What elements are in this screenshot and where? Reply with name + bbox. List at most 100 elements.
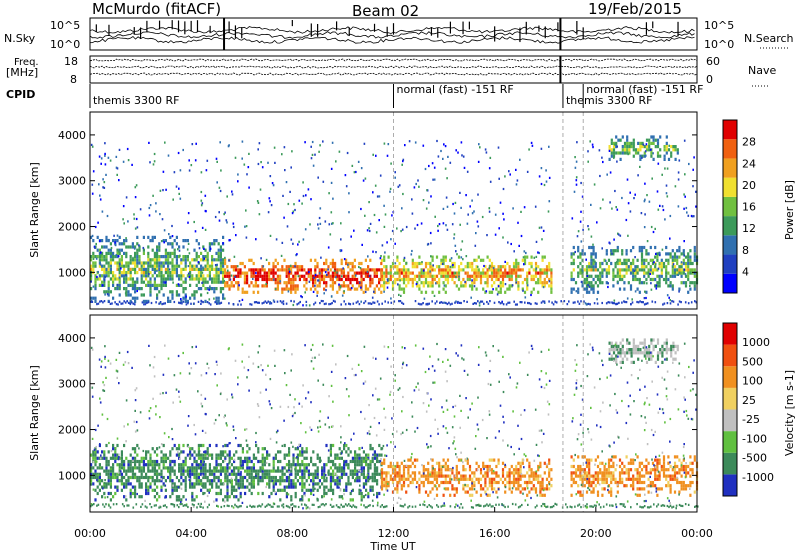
heatmap-cell (120, 482, 123, 486)
heatmap-speck (127, 220, 129, 223)
heatmap-cell (521, 487, 524, 491)
heatmap-cell (643, 265, 646, 269)
heatmap-speck (187, 265, 190, 268)
heatmap-cell (512, 471, 516, 475)
heatmap-cell (660, 268, 663, 272)
heatmap-cell (607, 468, 611, 472)
heatmap-speck (298, 240, 300, 243)
heatmap-cell (142, 469, 145, 473)
heatmap-cell (134, 296, 137, 300)
heatmap-cell (171, 469, 174, 473)
heatmap-cell (153, 277, 156, 281)
heatmap-cell (656, 461, 659, 465)
heatmap-cell (202, 459, 205, 464)
heatmap-cell (550, 284, 553, 288)
heatmap-speck (219, 141, 221, 144)
heatmap-speck (652, 152, 654, 155)
heatmap-cell (488, 290, 491, 294)
heatmap-cell (303, 277, 306, 282)
heatmap-cell (169, 466, 172, 470)
heatmap-speck (179, 197, 182, 200)
heatmap-cell (627, 281, 630, 285)
heatmap-cell (189, 485, 192, 489)
heatmap-cell (512, 268, 516, 272)
heatmap-cell (383, 477, 386, 481)
heatmap-speck (485, 290, 488, 293)
heatmap-cell (314, 271, 317, 275)
heatmap-speck (520, 210, 522, 213)
heatmap-cell (663, 145, 666, 149)
heatmap-cell (173, 251, 176, 255)
heatmap-cell (94, 296, 97, 300)
heatmap-cell (640, 487, 644, 491)
heatmap-speck (683, 139, 686, 142)
heatmap-cell (241, 261, 244, 266)
heatmap-speck (492, 288, 494, 291)
heatmap-speck (367, 255, 369, 258)
heatmap-cell (261, 268, 264, 272)
heatmap-speck (94, 246, 96, 249)
heatmap-speck (241, 140, 244, 143)
heatmap-cell (389, 461, 392, 465)
heatmap-cell (475, 461, 478, 465)
heatmap-cell (484, 274, 487, 278)
heatmap-cell (442, 255, 445, 259)
heatmap-cell (431, 458, 434, 462)
heatmap-cell (336, 479, 339, 483)
heatmap-cell (579, 261, 582, 266)
heatmap-speck (131, 163, 133, 166)
heatmap-cell (592, 477, 595, 481)
heatmap-cell (508, 468, 511, 472)
heatmap-cell (329, 274, 332, 278)
heatmap-cell (120, 466, 123, 470)
heatmap-cell (550, 477, 553, 481)
heatmap-cell (488, 268, 491, 272)
heatmap-speck (443, 143, 445, 146)
heatmap-cell (440, 464, 443, 469)
heatmap-cell (184, 261, 187, 265)
heatmap-cell (667, 461, 670, 465)
heatmap-cell (526, 458, 529, 462)
heatmap-cell (140, 293, 143, 297)
heatmap-speck (669, 237, 671, 240)
heatmap-cell (123, 485, 126, 489)
heatmap-speck (297, 302, 300, 305)
heatmap-cell (118, 456, 121, 460)
heatmap-cell (184, 280, 187, 284)
heatmap-cell (608, 148, 611, 152)
heatmap-cell (250, 482, 253, 486)
heatmap-cell (193, 450, 196, 454)
heatmap-cell (347, 475, 350, 480)
heatmap-cell (235, 479, 238, 483)
heatmap-cell (244, 459, 247, 464)
heatmap-cell (479, 471, 483, 475)
heatmap-cell (98, 258, 101, 262)
heatmap-cell (541, 268, 544, 272)
heatmap-cell (246, 271, 249, 275)
heatmap-cell (118, 293, 121, 297)
heatmap-cell (208, 482, 211, 486)
heatmap-speck (401, 228, 404, 231)
heatmap-cell (288, 475, 291, 480)
heatmap-cell (367, 453, 370, 457)
colorbar-swatch (723, 254, 737, 274)
heatmap-cell (656, 487, 659, 491)
heatmap-cell (224, 443, 227, 448)
heatmap-cell (178, 495, 181, 499)
heatmap-cell (103, 271, 106, 275)
heatmap-cell (689, 484, 692, 488)
heatmap-cell (250, 491, 253, 496)
heatmap-cell (610, 493, 613, 497)
heatmap-cell (504, 464, 507, 469)
heatmap-cell (175, 475, 178, 480)
heatmap-speck (575, 160, 578, 163)
heatmap-cell (501, 281, 505, 285)
heatmap-cell (131, 491, 134, 496)
heatmap-cell (123, 251, 126, 255)
heatmap-cell (684, 261, 688, 266)
heatmap-speck (691, 215, 694, 218)
heatmap-cell (347, 447, 350, 451)
heatmap-cell (446, 281, 450, 285)
heatmap-cell (230, 281, 233, 285)
heatmap-speck (386, 286, 389, 289)
